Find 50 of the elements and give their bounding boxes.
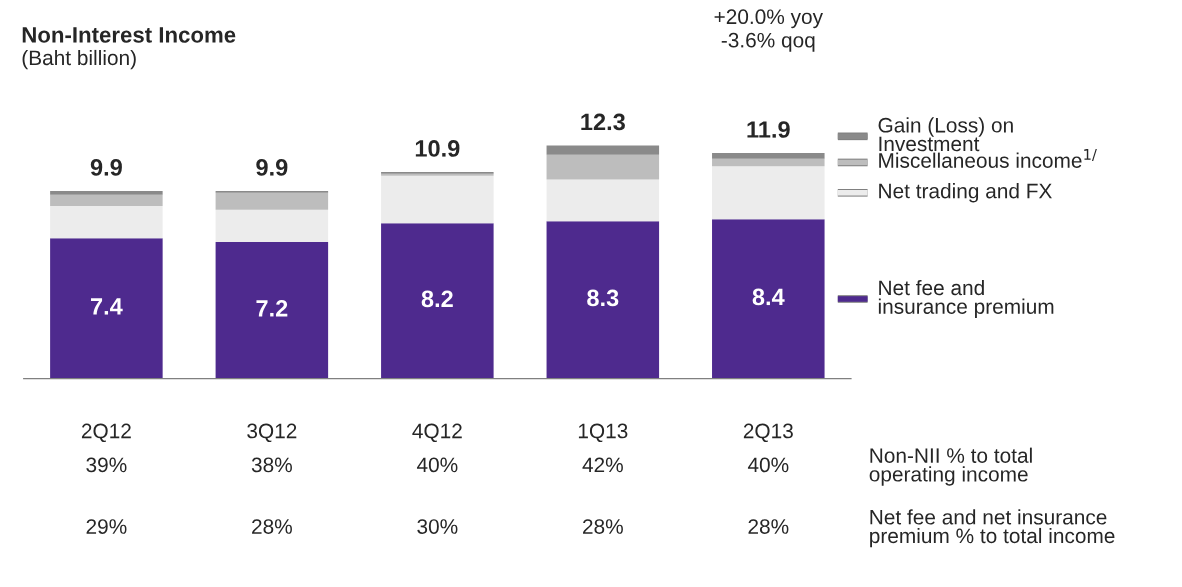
x-tick-label: 4Q12 xyxy=(412,423,462,443)
data-label: 8.2 xyxy=(421,290,453,308)
total-label: 11.9 xyxy=(747,121,790,138)
total-label: 12.3 xyxy=(581,113,625,131)
text: -3.6% qoq xyxy=(721,32,815,52)
text: 40% xyxy=(416,457,458,473)
bar xyxy=(546,221,660,379)
text: 28% xyxy=(252,519,292,534)
legend-label: Net fee and insurance premium xyxy=(878,279,1054,319)
bar xyxy=(381,175,494,224)
bar xyxy=(712,152,825,159)
data-label: 8.3 xyxy=(587,289,619,307)
bar xyxy=(712,219,825,379)
text: 29% xyxy=(86,519,127,534)
bar xyxy=(712,158,825,167)
chart-title: Non-Interest Income xyxy=(22,27,236,43)
total-label: 9.9 xyxy=(256,159,288,176)
text: 38% xyxy=(251,457,292,473)
bar xyxy=(50,190,163,195)
text: Non-NII % to total operating income xyxy=(869,447,1032,486)
bar xyxy=(215,209,329,243)
chart-subtitle: (Baht billion) xyxy=(22,49,136,70)
text: 42% xyxy=(582,457,623,473)
bar xyxy=(50,194,163,207)
bar xyxy=(215,242,329,379)
x-tick-label: 1Q13 xyxy=(578,423,628,443)
text: +20.0% yoy xyxy=(714,9,823,29)
text: 40% xyxy=(747,457,789,473)
text: 28% xyxy=(583,519,623,534)
bar xyxy=(712,166,825,220)
text: 28% xyxy=(748,519,789,534)
data-label: 8.4 xyxy=(752,288,785,306)
bar xyxy=(381,223,494,379)
bar xyxy=(50,206,163,239)
data-label: 7.4 xyxy=(90,298,123,315)
bar xyxy=(546,145,660,155)
total-label: 10.9 xyxy=(415,140,460,157)
bar xyxy=(546,179,660,222)
text: Net fee and net insurance premium % to total income xyxy=(870,509,1115,548)
x-tick-label: 3Q12 xyxy=(247,423,297,443)
legend-label: Net trading and FX xyxy=(879,183,1052,203)
text: 30% xyxy=(417,519,458,534)
total-label: 9.9 xyxy=(90,159,122,176)
bar xyxy=(50,238,163,379)
x-tick-label: 2Q13 xyxy=(743,423,793,443)
data-label: 7.2 xyxy=(256,299,288,317)
text: 39% xyxy=(86,457,127,473)
x-tick-label: 2Q12 xyxy=(81,423,131,443)
bar xyxy=(215,192,329,210)
bar xyxy=(546,154,660,180)
